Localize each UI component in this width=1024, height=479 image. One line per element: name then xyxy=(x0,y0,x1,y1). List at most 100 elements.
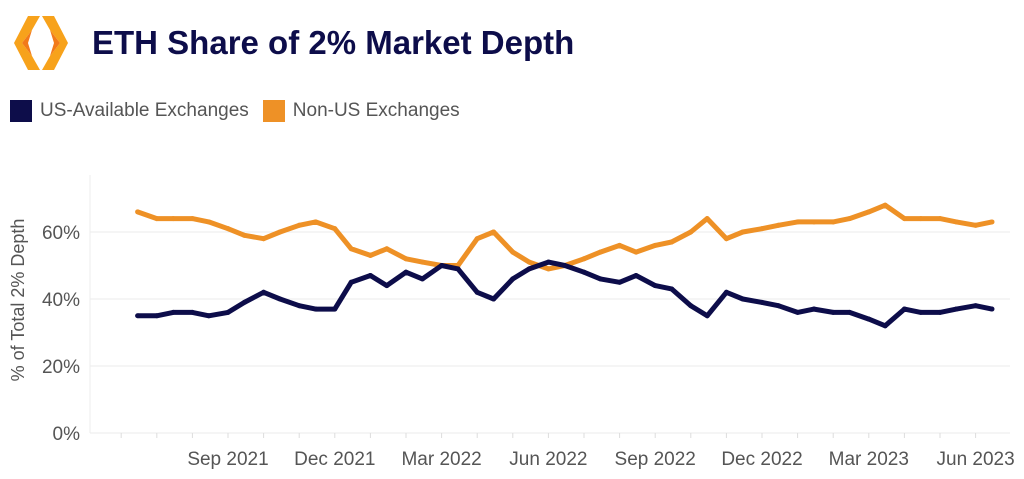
data-point xyxy=(206,219,212,225)
y-axis-label: % of Total 2% Depth xyxy=(8,219,28,382)
data-point xyxy=(795,219,801,225)
series-line-non-us xyxy=(136,202,993,272)
data-point xyxy=(989,306,995,312)
series-line-us xyxy=(137,259,993,329)
data-point xyxy=(775,222,781,228)
x-tick-label: Mar 2023 xyxy=(829,449,909,470)
data-point xyxy=(688,229,694,235)
data-point xyxy=(332,306,338,312)
data-point xyxy=(261,289,267,295)
data-point xyxy=(419,276,425,282)
data-point xyxy=(918,216,924,222)
data-point xyxy=(170,309,176,315)
data-point xyxy=(474,236,480,242)
data-point xyxy=(652,283,658,289)
data-point xyxy=(135,209,141,215)
legend-label-non-us: Non-US Exchanges xyxy=(292,100,460,121)
data-point xyxy=(491,296,497,302)
data-point xyxy=(597,249,603,255)
data-point xyxy=(562,263,568,268)
legend-swatch-us xyxy=(10,100,32,122)
x-tick-label: Jun 2022 xyxy=(509,449,587,470)
data-point xyxy=(775,303,781,309)
data-point xyxy=(723,236,729,242)
data-point xyxy=(439,263,445,268)
data-point xyxy=(277,229,283,235)
data-point xyxy=(882,323,888,329)
data-point xyxy=(348,279,354,285)
data-point xyxy=(811,219,817,225)
data-point xyxy=(704,216,710,222)
data-point xyxy=(348,246,354,252)
logo xyxy=(14,16,68,70)
data-point xyxy=(403,256,409,262)
data-point xyxy=(510,276,516,282)
data-point xyxy=(455,266,461,272)
data-point xyxy=(296,222,302,228)
data-point xyxy=(901,216,907,222)
data-point xyxy=(740,296,746,302)
data-point xyxy=(313,219,319,225)
data-point xyxy=(491,229,497,235)
data-point xyxy=(526,259,532,265)
y-tick-label: 0% xyxy=(53,424,81,445)
x-tick-label: Sep 2022 xyxy=(615,449,696,470)
data-point xyxy=(581,269,587,275)
data-point xyxy=(669,239,675,245)
data-point xyxy=(474,289,480,295)
page-title: ETH Share of 2% Market Depth xyxy=(92,24,575,61)
data-point xyxy=(277,296,283,302)
data-point xyxy=(154,216,160,222)
data-point xyxy=(918,309,924,315)
data-point xyxy=(367,252,373,258)
data-point xyxy=(723,289,729,295)
data-point xyxy=(953,219,959,225)
data-point xyxy=(189,216,195,222)
data-point xyxy=(633,249,639,255)
data-point xyxy=(669,286,675,292)
x-tick-label: Mar 2022 xyxy=(401,449,481,470)
data-point xyxy=(170,216,176,222)
x-tick-label: Dec 2021 xyxy=(294,449,375,470)
data-point xyxy=(510,249,516,255)
data-point xyxy=(545,259,551,265)
y-tick-label: 40% xyxy=(42,290,80,311)
data-point xyxy=(830,309,836,315)
data-point xyxy=(261,236,267,242)
data-point xyxy=(652,242,658,248)
legend-item-us: US-Available Exchanges xyxy=(10,100,249,122)
data-point xyxy=(384,246,390,252)
data-point xyxy=(225,226,231,232)
data-point xyxy=(866,209,872,215)
data-point xyxy=(847,216,853,222)
data-point xyxy=(296,303,302,309)
y-tick-label: 60% xyxy=(42,223,80,244)
data-point xyxy=(154,313,160,319)
data-point xyxy=(901,306,907,312)
data-point xyxy=(545,266,551,272)
x-tick-label: Jun 2023 xyxy=(937,449,1015,470)
data-point xyxy=(419,259,425,265)
data-point xyxy=(937,216,943,222)
data-point xyxy=(617,279,623,285)
data-point xyxy=(189,309,195,315)
legend-label-us: US-Available Exchanges xyxy=(40,100,249,121)
data-point xyxy=(989,219,995,225)
data-point xyxy=(526,266,532,272)
data-point xyxy=(882,202,888,208)
legend-swatch-non-us xyxy=(262,100,285,122)
x-tick-label: Sep 2021 xyxy=(187,449,268,470)
data-point xyxy=(206,313,212,319)
data-point xyxy=(384,283,390,289)
data-point xyxy=(597,276,603,282)
x-tick-label: Dec 2022 xyxy=(721,449,802,470)
data-point xyxy=(403,269,409,275)
data-point xyxy=(313,306,319,312)
data-point xyxy=(937,309,943,315)
data-point xyxy=(973,303,979,309)
data-point xyxy=(617,242,623,248)
data-point xyxy=(241,299,247,305)
data-point xyxy=(830,219,836,225)
data-point xyxy=(973,222,979,228)
